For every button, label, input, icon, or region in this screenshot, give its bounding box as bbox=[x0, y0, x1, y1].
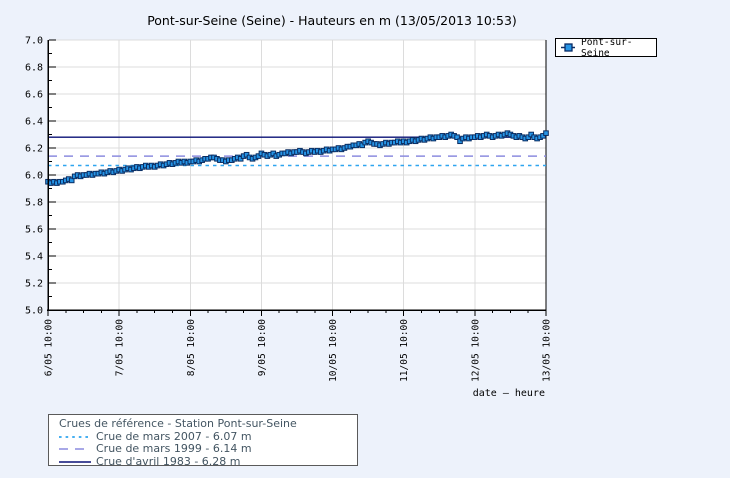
y-tick-label: 5.4 bbox=[25, 252, 43, 263]
series-legend-box: Pont-sur-Seine bbox=[555, 36, 657, 59]
y-tick-label: 5.2 bbox=[25, 279, 43, 290]
data-point bbox=[454, 134, 460, 140]
reference-legend-item: Crue de mars 2007 - 6.07 m bbox=[58, 429, 357, 444]
reference-legend-header: Crues de référence - Station Pont-sur-Se… bbox=[59, 417, 297, 430]
reference-legend-box: Crues de référence - Station Pont-sur-Se… bbox=[48, 414, 358, 469]
data-point bbox=[68, 177, 75, 184]
x-tick-label: 13/05 10:00 bbox=[542, 319, 553, 382]
chart-title: Pont-sur-Seine (Seine) - Hauteurs en m (… bbox=[147, 13, 517, 28]
y-axis-labels: 7.0 6.8 6.6 6.4 6.2 6.0 5.8 5.6 5.4 5.2 5.0 bbox=[25, 36, 43, 317]
reference-legend-label: Crue d'avril 1983 - 6.28 m bbox=[96, 454, 241, 468]
y-tick-label: 6.4 bbox=[25, 117, 43, 128]
reference-legend-label: Crue de mars 1999 - 6.14 m bbox=[96, 442, 252, 456]
gridlines bbox=[48, 39, 546, 310]
reference-legend-item: Crue d'avril 1983 - 6.28 m bbox=[58, 454, 357, 469]
y-tick-label: 6.2 bbox=[25, 144, 43, 155]
data-series-markers bbox=[45, 130, 549, 186]
axis-ticks bbox=[47, 39, 547, 316]
x-axis-title: date – heure bbox=[473, 388, 545, 399]
y-tick-label: 7.0 bbox=[25, 36, 43, 47]
hydrograph-plot: 7.0 6.8 6.6 6.4 6.2 6.0 5.8 5.6 5.4 5.2 5.06/05 10… bbox=[25, 36, 553, 400]
x-tick-label: 8/05 10:00 bbox=[186, 319, 197, 376]
y-tick-label: 6.0 bbox=[25, 171, 43, 182]
reference-legend-label: Crue de mars 2007 - 6.07 m bbox=[96, 429, 252, 443]
x-tick-label: 9/05 10:00 bbox=[257, 319, 268, 376]
series-legend-label: Pont-sur-Seine bbox=[581, 36, 633, 59]
x-axis-labels: 6/05 10:00 7/05 10:00 8/05 10:00 9/05 10:00… bbox=[44, 319, 553, 382]
y-tick-label: 6.8 bbox=[25, 63, 43, 74]
x-tick-label: 12/05 10:00 bbox=[470, 319, 481, 382]
x-tick-label: 11/05 10:00 bbox=[399, 319, 410, 382]
y-tick-label: 5.6 bbox=[25, 225, 43, 236]
dashed-line-sample-icon bbox=[58, 443, 96, 456]
reference-legend-item: Crue de mars 1999 - 6.14 m bbox=[58, 443, 357, 456]
x-tick-label: 6/05 10:00 bbox=[44, 319, 55, 376]
data-point bbox=[543, 130, 549, 136]
series-marker-icon bbox=[561, 43, 576, 52]
dotted-line-sample-icon bbox=[58, 431, 96, 444]
y-tick-label: 5.0 bbox=[25, 306, 43, 317]
y-tick-label: 6.6 bbox=[25, 90, 43, 101]
x-tick-label: 7/05 10:00 bbox=[115, 319, 126, 376]
x-tick-label: 10/05 10:00 bbox=[328, 319, 339, 382]
solid-line-sample-icon bbox=[58, 456, 96, 469]
y-tick-label: 5.8 bbox=[25, 198, 43, 209]
